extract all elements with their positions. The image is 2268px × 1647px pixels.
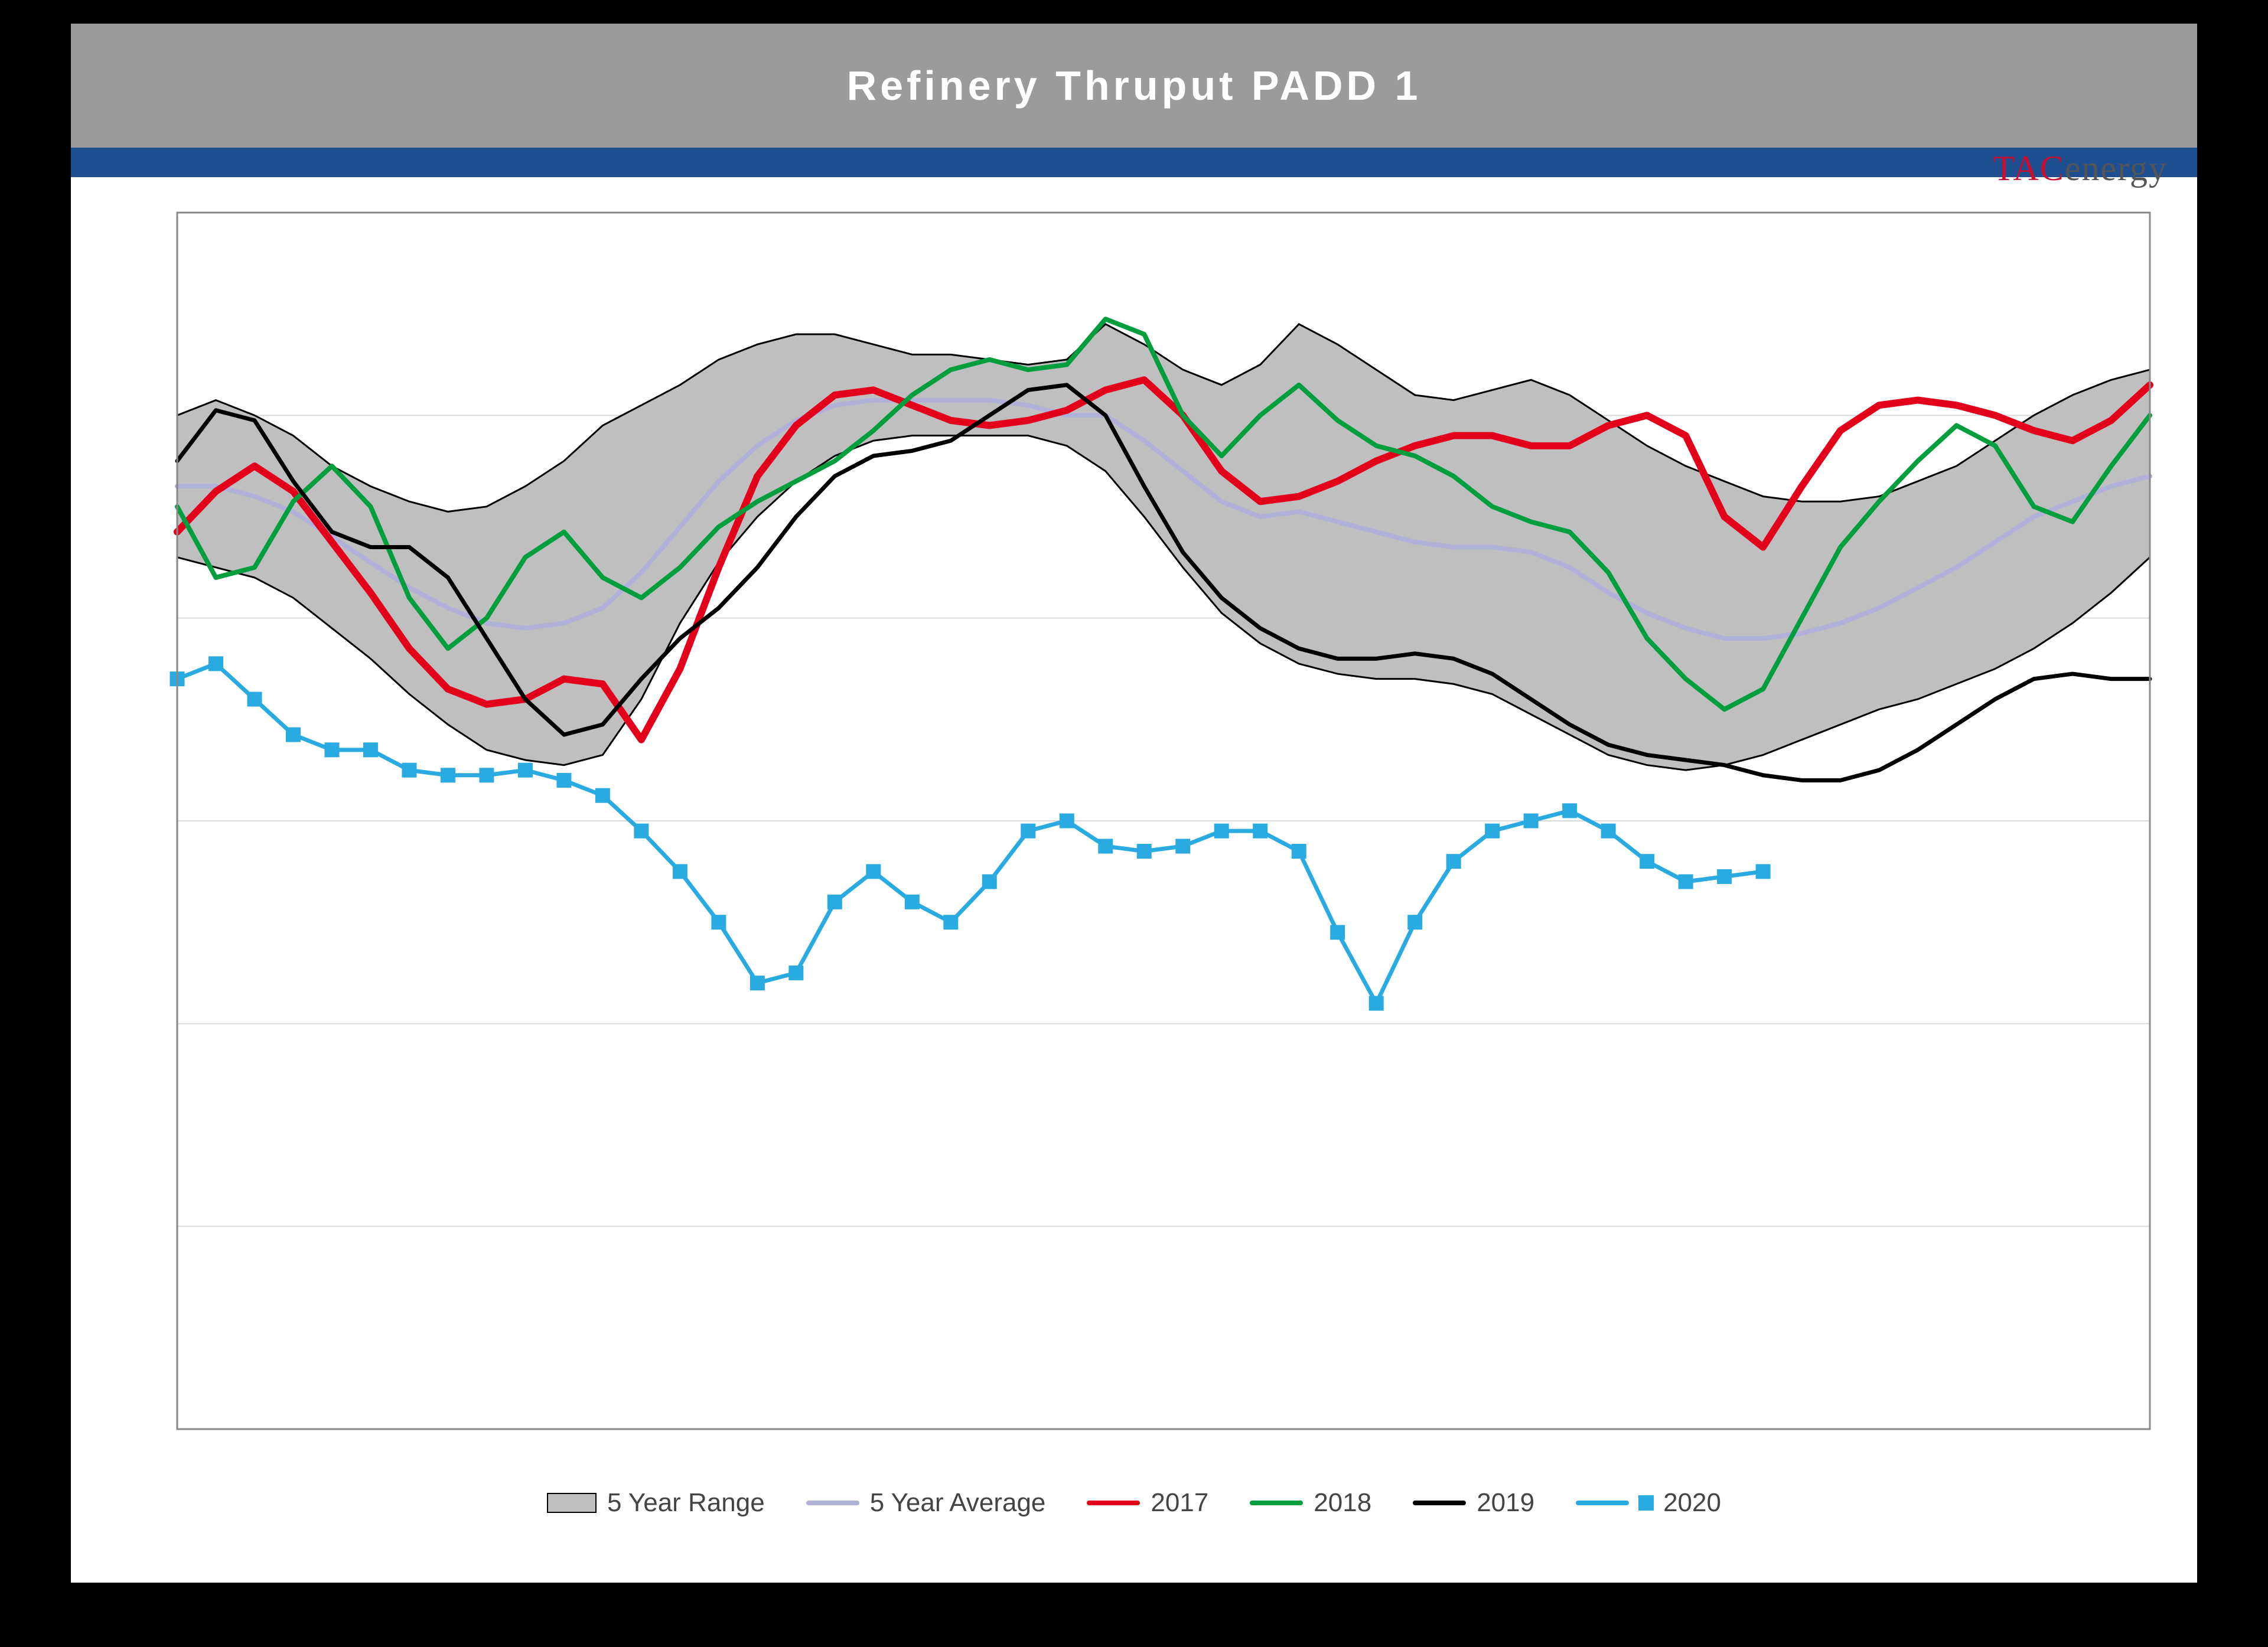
chart-area: 5 Year Range 5 Year Average 2017 2018 2019 20…: [71, 177, 2197, 1583]
chart-title: Refinery Thruput PADD 1: [847, 62, 1422, 109]
line-chart-svg: [71, 177, 2197, 1583]
legend-label: 2018: [1314, 1488, 1371, 1518]
legend-label: 2019: [1477, 1488, 1534, 1518]
legend-swatch-line: [1250, 1501, 1303, 1505]
legend-label: 5 Year Average: [870, 1488, 1046, 1518]
title-bar: Refinery Thruput PADD 1 TACenergy: [71, 24, 2197, 148]
chart-card: Refinery Thruput PADD 1 TACenergy 5 Year…: [71, 24, 2197, 1583]
legend-item: 5 Year Range: [547, 1488, 765, 1518]
legend-swatch-line: [1087, 1501, 1140, 1505]
legend-swatch-line: [1576, 1501, 1629, 1505]
chart-legend: 5 Year Range 5 Year Average 2017 2018 2019 20…: [71, 1488, 2197, 1518]
legend-item: 2018: [1250, 1488, 1371, 1518]
legend-swatch-marker: [1640, 1496, 1653, 1509]
legend-label: 2017: [1151, 1488, 1208, 1518]
legend-item: 2017: [1087, 1488, 1208, 1518]
legend-swatch-line: [1413, 1501, 1466, 1505]
legend-label: 5 Year Range: [607, 1488, 765, 1518]
legend-item: 2019: [1413, 1488, 1534, 1518]
legend-swatch-range: [547, 1493, 597, 1513]
legend-item: 5 Year Average: [806, 1488, 1046, 1518]
legend-item: 2020: [1576, 1488, 1721, 1518]
accent-band: [71, 148, 2197, 177]
legend-label: 2020: [1663, 1488, 1721, 1518]
legend-swatch-line: [806, 1501, 859, 1505]
